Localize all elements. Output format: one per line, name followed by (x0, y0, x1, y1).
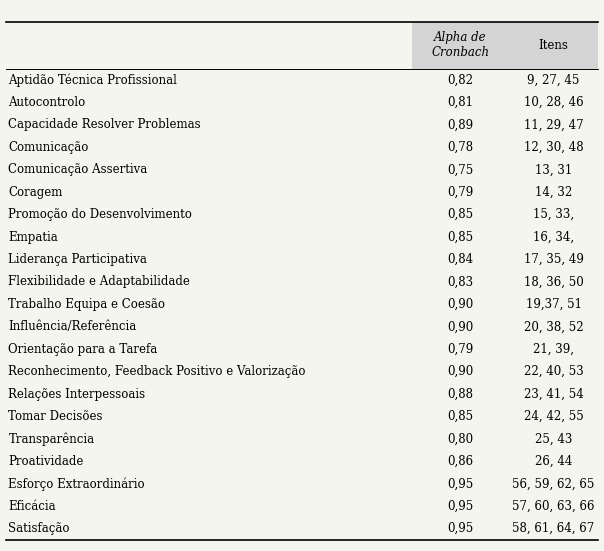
Text: 21, 39,: 21, 39, (533, 343, 574, 356)
Text: Satisfação: Satisfação (8, 522, 70, 535)
Text: Esforço Extraordinário: Esforço Extraordinário (8, 477, 145, 490)
Text: 0,83: 0,83 (448, 276, 474, 289)
Text: Liderança Participativa: Liderança Participativa (8, 253, 147, 266)
Text: 26, 44: 26, 44 (535, 455, 572, 468)
Text: 22, 40, 53: 22, 40, 53 (524, 365, 583, 378)
Text: Autocontrolo: Autocontrolo (8, 96, 86, 109)
Text: 57, 60, 63, 66: 57, 60, 63, 66 (512, 500, 595, 513)
Text: 0,95: 0,95 (447, 477, 474, 490)
Text: 25, 43: 25, 43 (535, 433, 572, 446)
Text: 0,82: 0,82 (448, 74, 474, 87)
Text: 20, 38, 52: 20, 38, 52 (524, 320, 583, 333)
Text: Reconhecimento, Feedback Positivo e Valorização: Reconhecimento, Feedback Positivo e Valo… (8, 365, 306, 378)
Text: 11, 29, 47: 11, 29, 47 (524, 118, 583, 132)
Text: Tomar Decisões: Tomar Decisões (8, 410, 103, 423)
Text: 19,37, 51: 19,37, 51 (525, 298, 582, 311)
Text: 0,86: 0,86 (448, 455, 474, 468)
Text: Empatia: Empatia (8, 231, 58, 244)
Text: 0,95: 0,95 (447, 500, 474, 513)
Text: 0,85: 0,85 (448, 231, 474, 244)
Text: Orientação para a Tarefa: Orientação para a Tarefa (8, 343, 158, 356)
Text: 16, 34,: 16, 34, (533, 231, 574, 244)
Text: 14, 32: 14, 32 (535, 186, 572, 199)
Text: 0,80: 0,80 (448, 433, 474, 446)
Text: 0,79: 0,79 (447, 343, 474, 356)
Text: Relações Interpessoais: Relações Interpessoais (8, 388, 146, 401)
Text: Trabalho Equipa e Coesão: Trabalho Equipa e Coesão (8, 298, 165, 311)
Text: Eficácia: Eficácia (8, 500, 56, 513)
Text: 23, 41, 54: 23, 41, 54 (524, 388, 583, 401)
Text: 0,84: 0,84 (448, 253, 474, 266)
Text: 24, 42, 55: 24, 42, 55 (524, 410, 583, 423)
Text: 0,88: 0,88 (448, 388, 474, 401)
Text: 0,85: 0,85 (448, 208, 474, 221)
Text: Comunicação: Comunicação (8, 141, 89, 154)
Text: 0,79: 0,79 (447, 186, 474, 199)
Text: Proatividade: Proatividade (8, 455, 84, 468)
Text: Comunicação Assertiva: Comunicação Assertiva (8, 163, 148, 176)
Text: Itens: Itens (539, 39, 568, 52)
Bar (411, 22, 598, 69)
Text: 17, 35, 49: 17, 35, 49 (524, 253, 583, 266)
Text: 0,90: 0,90 (447, 320, 474, 333)
Text: 0,90: 0,90 (447, 365, 474, 378)
Text: 10, 28, 46: 10, 28, 46 (524, 96, 583, 109)
Text: Promoção do Desenvolvimento: Promoção do Desenvolvimento (8, 208, 192, 221)
Text: Influência/Referência: Influência/Referência (8, 320, 137, 333)
Text: Aptidão Técnica Profissional: Aptidão Técnica Profissional (8, 73, 178, 87)
Text: Capacidade Resolver Problemas: Capacidade Resolver Problemas (8, 118, 201, 132)
Text: Transparência: Transparência (8, 433, 95, 446)
Text: 58, 61, 64, 67: 58, 61, 64, 67 (512, 522, 595, 535)
Text: 0,78: 0,78 (448, 141, 474, 154)
Text: Coragem: Coragem (8, 186, 63, 199)
Text: 15, 33,: 15, 33, (533, 208, 574, 221)
Text: 56, 59, 62, 65: 56, 59, 62, 65 (512, 477, 595, 490)
Text: 18, 36, 50: 18, 36, 50 (524, 276, 583, 289)
Text: 12, 30, 48: 12, 30, 48 (524, 141, 583, 154)
Text: 0,85: 0,85 (448, 410, 474, 423)
Text: 0,75: 0,75 (447, 163, 474, 176)
Text: Flexibilidade e Adaptabilidade: Flexibilidade e Adaptabilidade (8, 276, 190, 289)
Text: 0,95: 0,95 (447, 522, 474, 535)
Text: 0,81: 0,81 (448, 96, 474, 109)
Text: 0,89: 0,89 (448, 118, 474, 132)
Text: 0,90: 0,90 (447, 298, 474, 311)
Text: 13, 31: 13, 31 (535, 163, 572, 176)
Text: Alpha de
Cronbach: Alpha de Cronbach (431, 31, 489, 60)
Text: 9, 27, 45: 9, 27, 45 (527, 74, 580, 87)
